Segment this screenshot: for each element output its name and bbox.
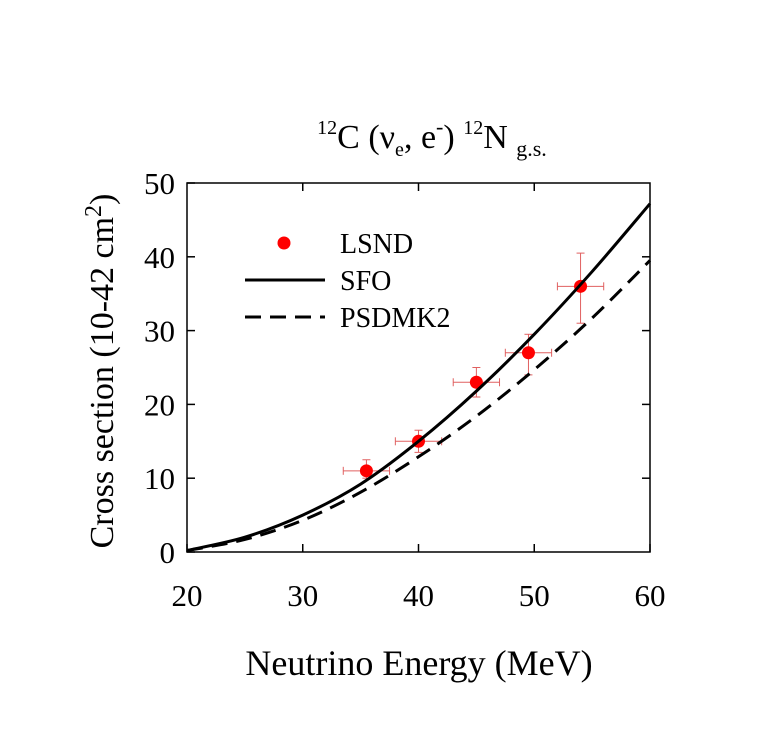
plot-frame — [186, 182, 651, 553]
chart-title: 12C (νe, e-) 12N g.s. — [317, 114, 547, 161]
legend: LSND SFO PSDMK2 — [245, 229, 450, 334]
legend-item-psdmk2: PSDMK2 — [245, 303, 450, 334]
y-tick-label: 50 — [144, 166, 175, 201]
legend-item-lsnd: LSND — [277, 229, 413, 260]
y-axis-ticks: 0 10 20 30 40 50 — [144, 166, 650, 570]
legend-label: SFO — [340, 266, 391, 297]
y-tick-label: 10 — [144, 461, 175, 496]
x-tick-label: 20 — [172, 578, 203, 613]
data-point-marker — [521, 346, 535, 360]
series-layer — [186, 202, 652, 552]
x-tick-label: 40 — [403, 578, 434, 613]
x-axis-label: Neutrino Energy (MeV) — [245, 643, 592, 683]
x-axis-ticks: 20 30 40 50 60 — [172, 183, 666, 613]
y-tick-label: 0 — [160, 535, 176, 570]
y-tick-label: 30 — [144, 314, 175, 349]
x-tick-label: 50 — [519, 578, 550, 613]
legend-label: PSDMK2 — [340, 303, 450, 334]
legend-item-sfo: SFO — [245, 266, 391, 297]
data-point-marker — [359, 464, 373, 478]
y-tick-label: 20 — [144, 387, 175, 422]
x-tick-label: 60 — [635, 578, 666, 613]
data-point-lsnd — [342, 459, 391, 479]
data-point-marker — [469, 375, 483, 389]
y-tick-label: 40 — [144, 240, 175, 275]
series-line-sfo — [186, 202, 652, 552]
x-tick-label: 30 — [287, 578, 318, 613]
legend-marker — [277, 236, 291, 250]
legend-label: LSND — [340, 229, 413, 260]
data-point-lsnd — [504, 333, 553, 376]
series-line-psdmk2 — [186, 259, 652, 552]
y-axis-label: Cross section (10-42 cm2) — [81, 194, 121, 549]
